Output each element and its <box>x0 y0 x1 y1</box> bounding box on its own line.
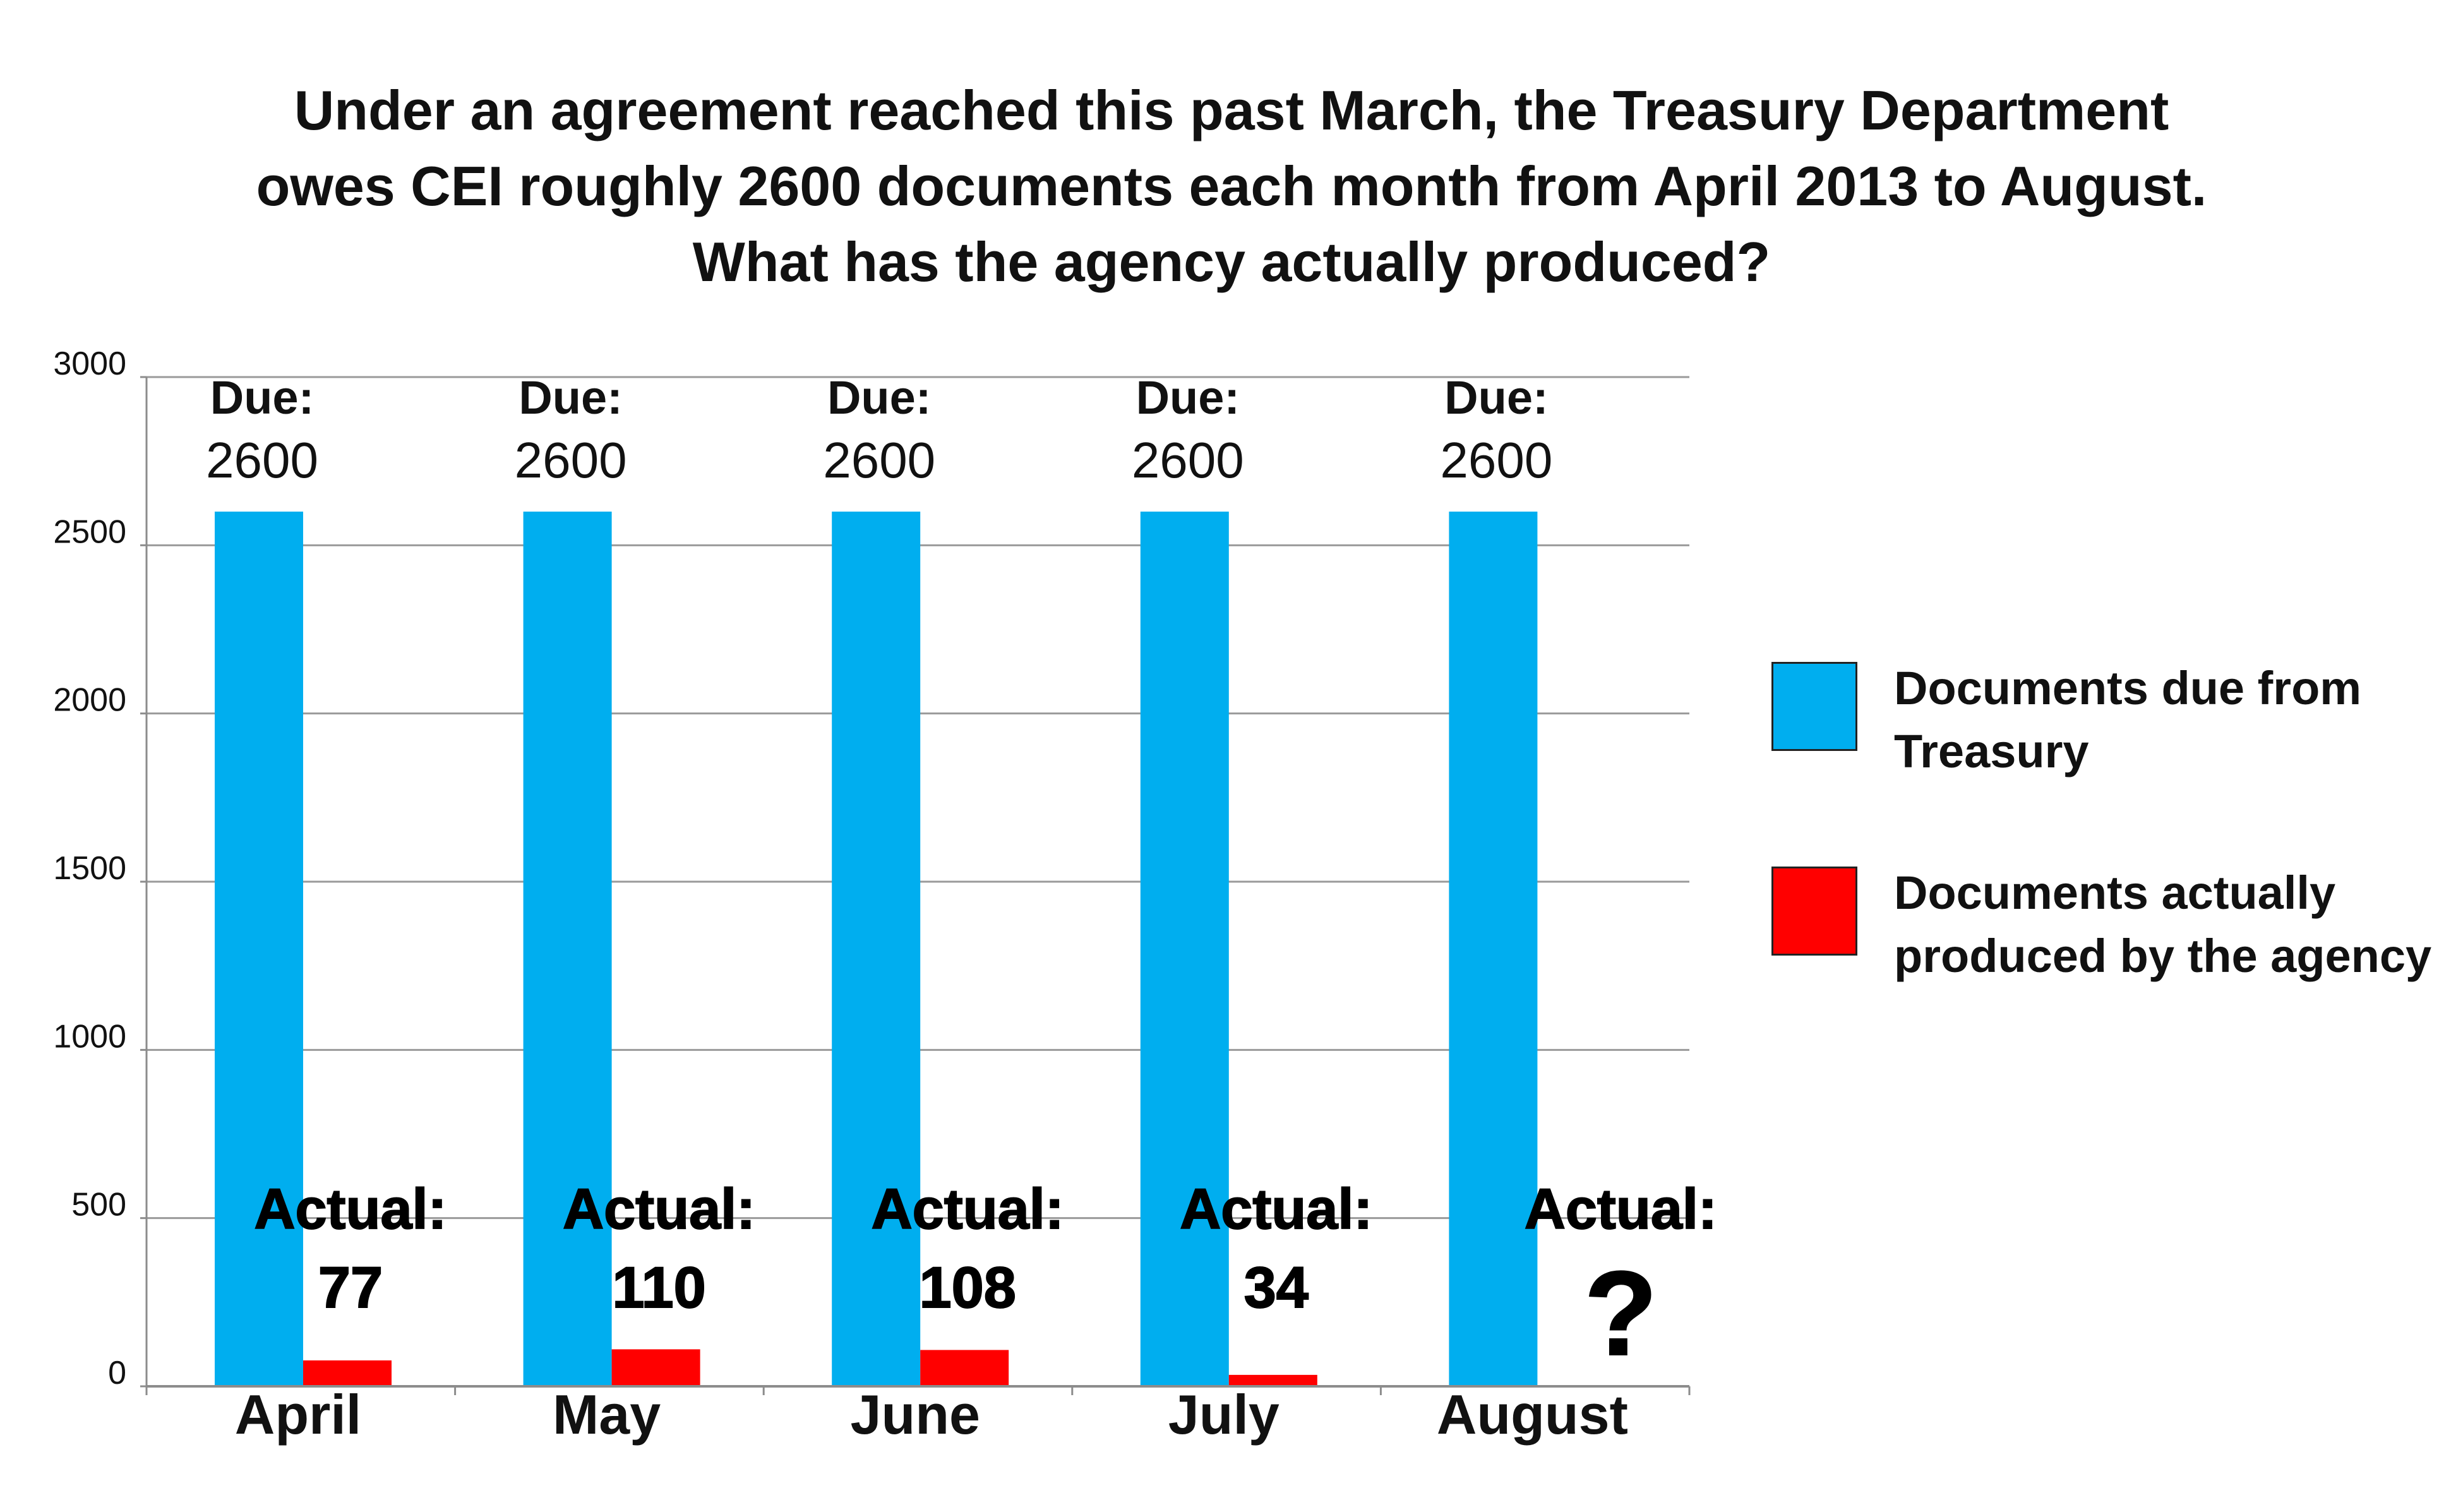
bar-actual-may <box>611 1349 700 1386</box>
chart-title: Under an agreement reached this past Mar… <box>0 73 2463 300</box>
y-tick-label: 3000 <box>53 345 126 382</box>
due-label-prefix: Due: <box>210 371 314 424</box>
x-tick-label: August <box>1437 1383 1628 1446</box>
legend-item-due: Documents due from Treasury <box>1771 662 2463 783</box>
title-line-2: owes CEI roughly 2600 documents each mon… <box>256 155 2207 217</box>
y-tick-label: 1500 <box>53 850 126 887</box>
title-line-3: What has the agency actually produced? <box>692 231 1771 293</box>
y-tick-label: 2500 <box>53 513 126 550</box>
y-tick-label: 2000 <box>53 682 126 719</box>
actual-label-prefix: Actual: <box>254 1178 446 1241</box>
y-tick-label: 0 <box>108 1355 126 1391</box>
bar-due-may <box>523 512 612 1386</box>
x-tick-label: July <box>1168 1383 1279 1446</box>
legend-label-actual-line2: produced by the agency <box>1894 930 2432 982</box>
actual-label-prefix: Actual: <box>563 1178 755 1241</box>
due-label-prefix: Due: <box>1444 371 1548 424</box>
actual-label-value: 110 <box>612 1256 705 1320</box>
bar-due-july <box>1140 512 1229 1386</box>
legend-item-actual: Documents actually produced by the agenc… <box>1771 867 2463 988</box>
actual-label-value: 108 <box>919 1256 1016 1320</box>
bars <box>215 512 1538 1386</box>
actual-label-prefix: Actual: <box>872 1178 1064 1241</box>
bar-actual-july <box>1228 1374 1317 1386</box>
bar-actual-june <box>920 1350 1009 1386</box>
due-label-prefix: Due: <box>827 371 931 424</box>
due-label-prefix: Due: <box>518 371 622 424</box>
legend-label-due-line2: Treasury <box>1894 725 2089 777</box>
due-label-value: 2600 <box>1440 432 1552 488</box>
actual-label-prefix: Actual: <box>1180 1178 1372 1241</box>
legend-label-actual: Documents actually produced by the agenc… <box>1894 861 2463 988</box>
bar-due-june <box>832 512 921 1386</box>
legend-swatch-due <box>1771 662 1857 751</box>
x-tick-label: June <box>851 1383 980 1446</box>
actual-label-prefix: Actual: <box>1525 1178 1717 1241</box>
title-line-1: Under an agreement reached this past Mar… <box>294 79 2169 141</box>
y-tick-label: 1000 <box>53 1018 126 1055</box>
y-tick-label: 500 <box>71 1187 126 1223</box>
actual-label-value: ? <box>1584 1247 1657 1381</box>
actual-label-value: 34 <box>1244 1256 1309 1320</box>
legend-label-due-line1: Documents due from <box>1894 662 2362 714</box>
bar-due-april <box>215 512 303 1386</box>
bar-actual-april <box>303 1360 392 1386</box>
due-label-value: 2600 <box>206 432 318 488</box>
due-label-value: 2600 <box>1132 432 1244 488</box>
due-label-prefix: Due: <box>1136 371 1240 424</box>
actual-label-value: 77 <box>318 1256 383 1320</box>
data-labels: Due: 2600 Actual: 77 Due: 2600 Actual: 110 Due: 2… <box>206 371 1718 1381</box>
axes: 0 500 1000 1500 2000 2500 3000 April May June July… <box>53 345 1691 1446</box>
due-label-value: 2600 <box>823 432 935 488</box>
due-label-value: 2600 <box>515 432 627 488</box>
legend-swatch-actual <box>1771 867 1857 956</box>
bar-due-august <box>1449 512 1538 1386</box>
legend-label-due: Documents due from Treasury <box>1894 657 2463 783</box>
legend-label-actual-line1: Documents actually <box>1894 867 2336 919</box>
x-tick-label: April <box>235 1383 361 1446</box>
x-tick-label: May <box>553 1383 661 1446</box>
